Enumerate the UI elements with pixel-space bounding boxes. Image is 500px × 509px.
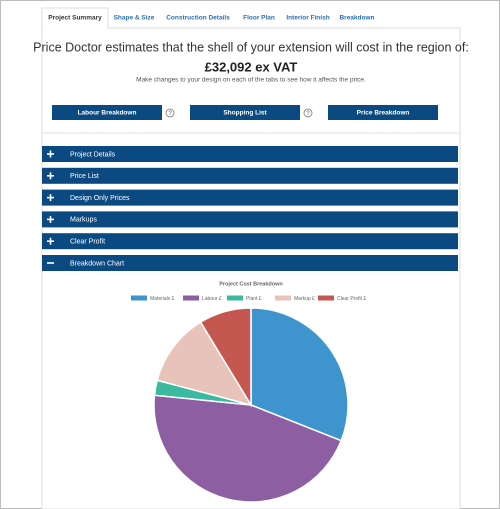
chart-title: Project Cost Breakdown — [219, 281, 283, 287]
button[interactable] — [52, 105, 162, 120]
section-header[interactable] — [42, 189, 458, 206]
section-title[interactable]: Project Details — [70, 151, 116, 158]
headline: Price Doctor estimates that the shell of… — [33, 40, 469, 54]
legend-label[interactable]: Markup £ — [294, 296, 315, 302]
legend-swatch — [183, 295, 199, 301]
section-title[interactable]: Breakdown Chart — [70, 260, 124, 267]
legend-label[interactable]: Clear Profit £ — [337, 296, 366, 302]
help-mark[interactable]: ? — [306, 111, 310, 117]
legend-swatch — [131, 295, 147, 301]
button-label[interactable]: Price Breakdown — [357, 110, 410, 117]
section-header[interactable] — [42, 146, 458, 162]
section-title[interactable]: Design Only Prices — [70, 195, 130, 202]
button[interactable] — [190, 105, 300, 120]
section-header[interactable] — [42, 255, 458, 271]
button[interactable] — [328, 105, 438, 120]
section-header[interactable] — [42, 167, 458, 184]
pie-slice[interactable] — [199, 307, 252, 408]
help-icon[interactable] — [165, 108, 175, 118]
legend-swatch — [275, 295, 291, 301]
pie-slice[interactable] — [156, 321, 253, 407]
tab[interactable]: Breakdown — [339, 15, 374, 22]
tab[interactable]: Construction Details — [166, 15, 230, 22]
price: £32,092 ex VAT — [205, 59, 298, 74]
help-icon[interactable] — [303, 108, 313, 118]
section-title[interactable]: Markups — [70, 217, 97, 224]
section-title[interactable]: Price List — [70, 173, 99, 180]
legend-swatch — [318, 295, 334, 301]
tab[interactable]: Interior Finish — [286, 15, 329, 22]
note: Make changes to your design on each of t… — [136, 77, 366, 84]
legend-label[interactable]: Labour £ — [202, 296, 222, 302]
tab[interactable]: Project Summary — [48, 15, 102, 22]
button-label[interactable]: Shopping List — [223, 110, 267, 117]
button-label[interactable]: Labour Breakdown — [78, 110, 137, 117]
tab[interactable]: Shape & Size — [114, 15, 155, 22]
tab-cover — [43, 26, 107, 29]
legend-label[interactable]: Plant £ — [246, 296, 262, 302]
legend-swatch — [227, 295, 243, 301]
tab[interactable]: Floor Plan — [243, 15, 275, 22]
section-title[interactable]: Clear Profit — [70, 239, 105, 246]
help-mark[interactable]: ? — [168, 111, 172, 117]
pie-slice[interactable] — [250, 307, 349, 442]
section-header[interactable] — [42, 211, 458, 228]
section-header[interactable] — [42, 233, 458, 250]
legend-label[interactable]: Materials £ — [150, 296, 175, 302]
pie-slice[interactable] — [153, 394, 343, 503]
